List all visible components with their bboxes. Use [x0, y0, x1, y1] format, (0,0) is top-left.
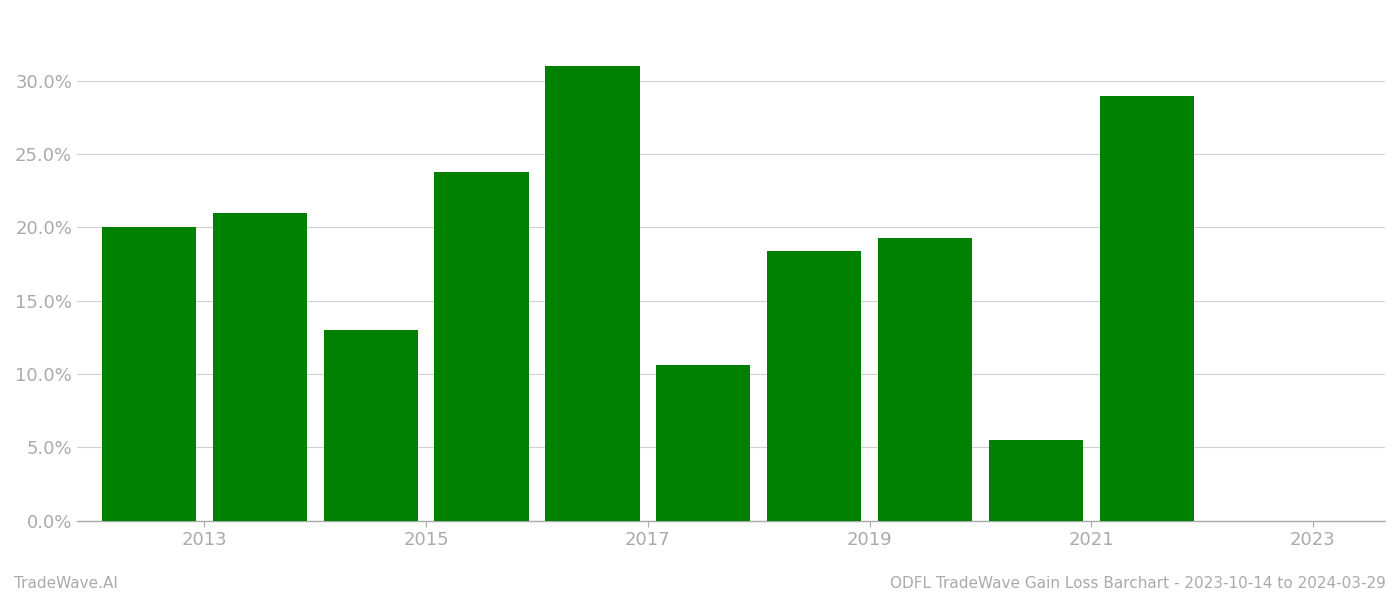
Bar — [657, 365, 750, 521]
Bar — [434, 172, 529, 521]
Text: ODFL TradeWave Gain Loss Barchart - 2023-10-14 to 2024-03-29: ODFL TradeWave Gain Loss Barchart - 2023… — [890, 576, 1386, 591]
Bar — [323, 330, 417, 521]
Bar — [213, 213, 307, 521]
Bar — [767, 251, 861, 521]
Bar — [878, 238, 972, 521]
Text: TradeWave.AI: TradeWave.AI — [14, 576, 118, 591]
Bar — [1099, 95, 1194, 521]
Bar — [102, 227, 196, 521]
Bar — [988, 440, 1084, 521]
Bar — [546, 66, 640, 521]
